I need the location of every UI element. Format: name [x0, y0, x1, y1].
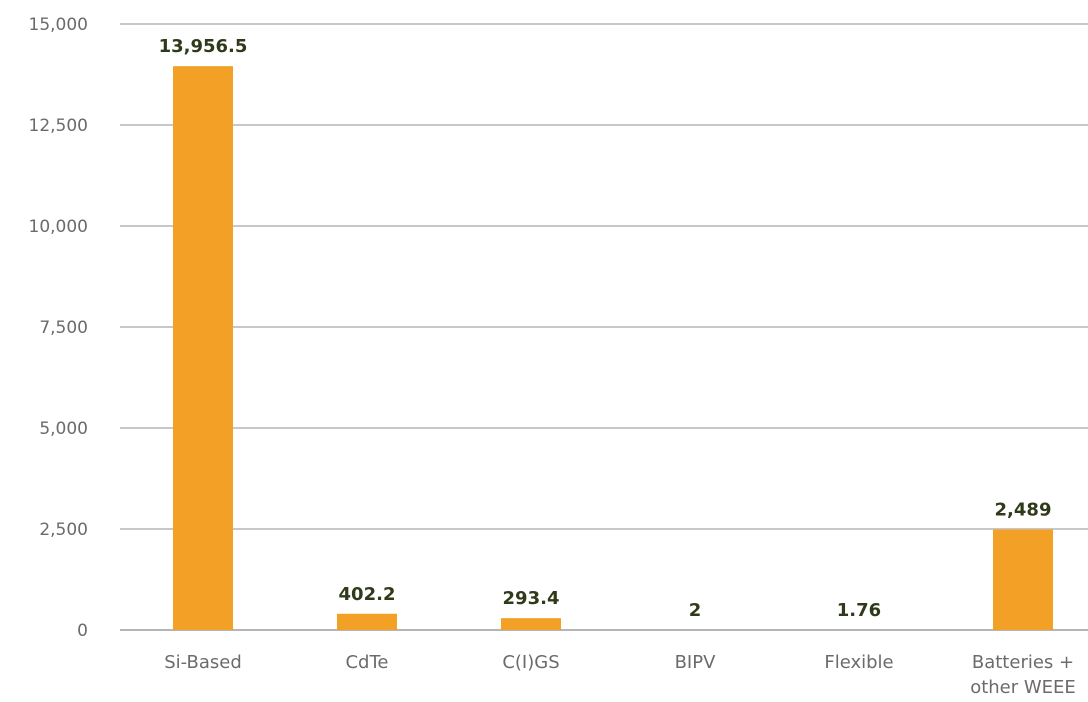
data-label: 1.76	[837, 600, 881, 621]
category-label-line: Batteries +	[972, 652, 1074, 673]
data-label: 402.2	[339, 584, 396, 605]
bar	[993, 529, 1053, 630]
y-tick-label: 12,500	[29, 116, 88, 136]
category-label: BIPV	[675, 652, 717, 673]
gridlines	[120, 23, 1088, 631]
category-label-line: C(I)GS	[502, 652, 559, 673]
y-tick-label: 10,000	[29, 217, 88, 237]
category-label: Batteries + other WEEE	[970, 652, 1076, 698]
category-label: CdTe	[345, 652, 388, 673]
data-label: 293.4	[503, 588, 560, 609]
y-tick-label: 0	[77, 621, 88, 641]
bar	[337, 613, 397, 630]
y-tick-label: 2,500	[39, 520, 88, 540]
data-label: 2	[689, 600, 702, 621]
category-label-line: other WEEE	[970, 677, 1076, 698]
category-label: Flexible	[824, 652, 893, 673]
bar	[173, 66, 233, 630]
category-label-line: BIPV	[675, 652, 717, 673]
y-tick-label: 15,000	[29, 15, 88, 35]
y-tick-label: 7,500	[39, 318, 88, 338]
y-axis-ticks: 0 2,500 5,000 7,500 10,000 12,500 15,000	[29, 15, 88, 641]
y-tick-label: 5,000	[39, 419, 88, 439]
data-label: 2,489	[995, 499, 1052, 520]
bars	[173, 66, 1053, 630]
category-label-line: Flexible	[824, 652, 893, 673]
category-label-line: CdTe	[345, 652, 388, 673]
bar	[501, 618, 561, 630]
x-axis-categories: Si-Based CdTe C(I)GS BIPV Flexible Batteries …	[164, 652, 1076, 698]
category-label: C(I)GS	[502, 652, 559, 673]
data-labels: 13,956.5 402.2 293.4 2 1.76 2,489	[159, 36, 1052, 621]
data-label: 13,956.5	[159, 36, 248, 57]
category-label: Si-Based	[164, 652, 242, 673]
category-label-line: Si-Based	[164, 652, 242, 673]
